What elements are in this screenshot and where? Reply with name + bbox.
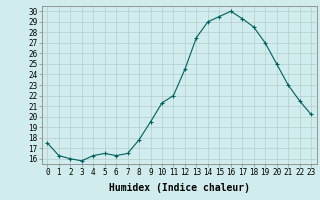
X-axis label: Humidex (Indice chaleur): Humidex (Indice chaleur)	[109, 183, 250, 193]
